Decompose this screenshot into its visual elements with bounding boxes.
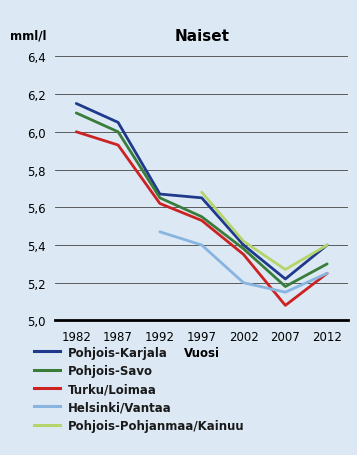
X-axis label: Vuosi: Vuosi [184, 346, 220, 359]
Legend: Pohjois-Karjala, Pohjois-Savo, Turku/Loimaa, Helsinki/Vantaa, Pohjois-Pohjanmaa/: Pohjois-Karjala, Pohjois-Savo, Turku/Loi… [34, 346, 245, 432]
Title: Naiset: Naiset [174, 29, 229, 44]
Text: mml/l: mml/l [10, 29, 46, 42]
